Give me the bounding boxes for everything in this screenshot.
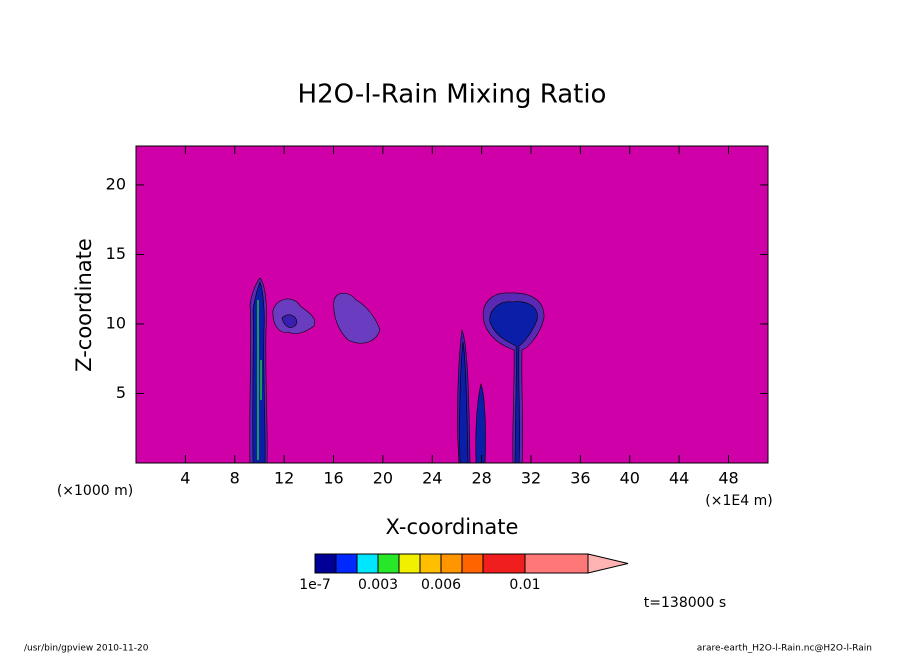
x-tick-label: 20: [373, 469, 393, 488]
footer-right: arare-earth_H2O-l-Rain.nc@H2O-l-Rain: [697, 644, 872, 654]
y-tick-label: 5: [116, 383, 126, 402]
y-unit: (×1000 m): [57, 483, 133, 499]
x-tick-label: 12: [274, 469, 294, 488]
x-tick-label: 48: [718, 469, 738, 488]
x-tick-label: 32: [521, 469, 541, 488]
x-tick-label: 44: [669, 469, 689, 488]
colorbar-box: [314, 553, 337, 574]
colorbar-box: [461, 553, 484, 574]
colorbar-box: [419, 553, 442, 574]
y-tick-label: 20: [106, 174, 126, 193]
x-tick-label: 8: [230, 469, 240, 488]
x-axis-label: X-coordinate: [386, 515, 519, 539]
x-tick-label: 36: [570, 469, 590, 488]
footer-left: /usr/bin/gpview 2010-11-20: [24, 644, 149, 654]
x-tick-label: 4: [180, 469, 190, 488]
annotation: t=138000 s: [644, 595, 726, 611]
x-tick-label: 28: [471, 469, 491, 488]
colorbar-extension: [587, 553, 629, 574]
x-tick-label: 24: [422, 469, 442, 488]
x-tick-label: 40: [620, 469, 640, 488]
colorbar-box: [524, 553, 589, 574]
colorbar-box: [377, 553, 400, 574]
colorbar-tick-label: 0.003: [358, 577, 398, 593]
colorbar-box: [335, 553, 358, 574]
x-unit: (×1E4 m): [705, 493, 772, 509]
colorbar-box: [482, 553, 526, 574]
plot-background: [136, 146, 768, 463]
contour-fields: [249, 277, 545, 464]
colorbar-box: [356, 553, 379, 574]
y-axis-label: Z-coordinate: [72, 238, 96, 372]
chart-title: H2O-l-Rain Mixing Ratio: [298, 80, 607, 110]
y-tick-label: 10: [106, 313, 126, 332]
colorbar-tick-label: 1e-7: [299, 577, 330, 593]
colorbar-tick-label: 0.006: [421, 577, 461, 593]
y-tick-label: 15: [106, 244, 126, 263]
x-tick-label: 16: [323, 469, 343, 488]
colorbar-box: [398, 553, 421, 574]
colorbar-box: [440, 553, 463, 574]
colorbar-tick-label: 0.01: [509, 577, 540, 593]
plot-frame: [135, 145, 769, 464]
